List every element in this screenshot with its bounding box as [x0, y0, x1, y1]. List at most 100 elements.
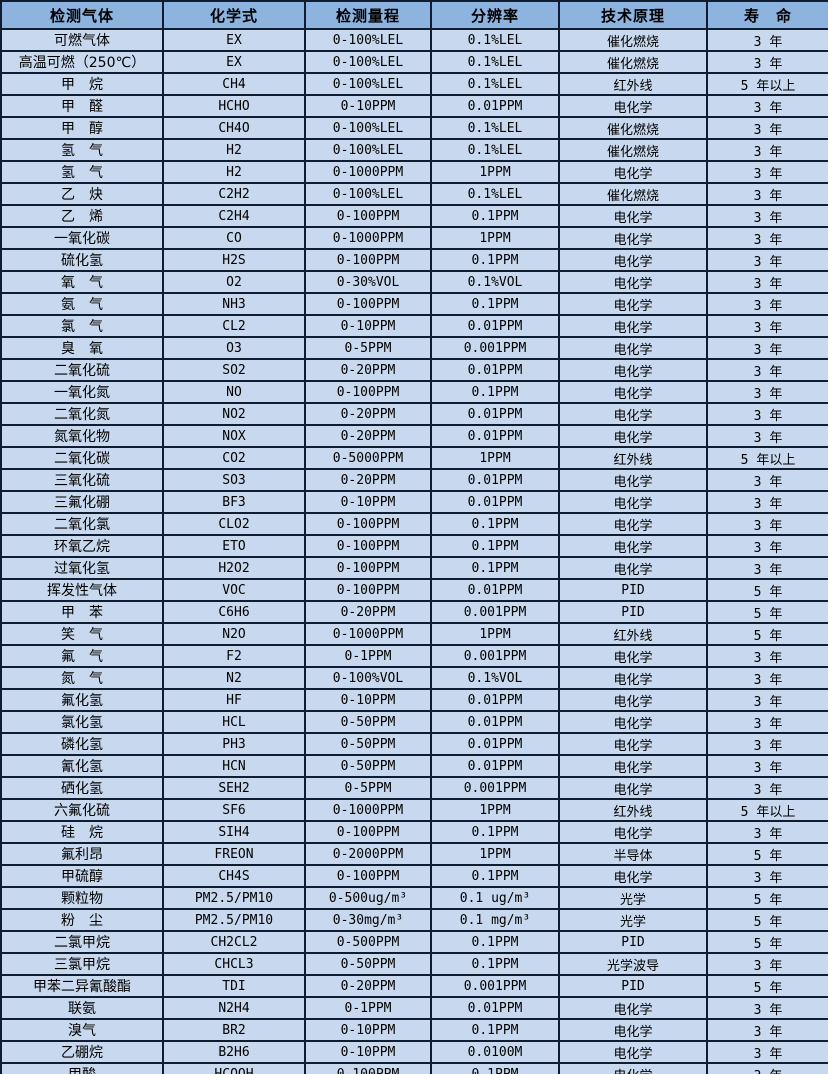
cell-formula: F2 [162, 644, 306, 668]
cell-gas: 氰化氢 [0, 754, 164, 778]
cell-formula: C6H6 [162, 600, 306, 624]
cell-formula: CH4O [162, 116, 306, 140]
table-row: 甲 醇 CH4O 0-100%LEL 0.1%LEL 催化燃烧 3 年 [0, 116, 828, 140]
cell-lifespan: 3 年 [706, 1018, 828, 1042]
cell-range: 0-1000PPM [304, 226, 432, 250]
cell-formula: C2H2 [162, 182, 306, 206]
cell-principle: 催化燃烧 [558, 50, 708, 74]
table-row: 挥发性气体 VOC 0-100PPM 0.01PPM PID 5 年 [0, 578, 828, 602]
cell-gas: 笑 气 [0, 622, 164, 646]
cell-lifespan: 3 年 [706, 358, 828, 382]
table-row: 可燃气体 EX 0-100%LEL 0.1%LEL 催化燃烧 3 年 [0, 28, 828, 52]
cell-principle: PID [558, 578, 708, 602]
cell-lifespan: 3 年 [706, 1040, 828, 1064]
cell-formula: N2O [162, 622, 306, 646]
cell-formula: N2 [162, 666, 306, 690]
table-row: 三氧化硫 SO3 0-20PPM 0.01PPM 电化学 3 年 [0, 468, 828, 492]
cell-formula: CO2 [162, 446, 306, 470]
cell-lifespan: 3 年 [706, 226, 828, 250]
cell-lifespan: 3 年 [706, 820, 828, 844]
cell-resolution: 0.1PPM [430, 380, 560, 404]
cell-lifespan: 3 年 [706, 688, 828, 712]
cell-principle: 电化学 [558, 490, 708, 514]
cell-principle: 电化学 [558, 710, 708, 734]
table-row: 氰化氢 HCN 0-50PPM 0.01PPM 电化学 3 年 [0, 754, 828, 778]
cell-lifespan: 3 年 [706, 666, 828, 690]
cell-principle: 电化学 [558, 820, 708, 844]
cell-range: 0-100PPM [304, 820, 432, 844]
table-row: 联氨 N2H4 0-1PPM 0.01PPM 电化学 3 年 [0, 996, 828, 1020]
cell-lifespan: 3 年 [706, 116, 828, 140]
cell-formula: CLO2 [162, 512, 306, 536]
cell-lifespan: 5 年 [706, 622, 828, 646]
cell-principle: 电化学 [558, 1018, 708, 1042]
cell-resolution: 0.1PPM [430, 556, 560, 580]
cell-resolution: 0.01PPM [430, 94, 560, 118]
cell-lifespan: 5 年 [706, 908, 828, 932]
cell-principle: 红外线 [558, 798, 708, 822]
table-body: 可燃气体 EX 0-100%LEL 0.1%LEL 催化燃烧 3 年高温可燃（250℃） E… [0, 28, 828, 1074]
cell-principle: 红外线 [558, 622, 708, 646]
cell-gas: 氢 气 [0, 138, 164, 162]
cell-formula: BF3 [162, 490, 306, 514]
table-row: 氯 气 CL2 0-10PPM 0.01PPM 电化学 3 年 [0, 314, 828, 338]
cell-gas: 乙硼烷 [0, 1040, 164, 1064]
cell-range: 0-10PPM [304, 490, 432, 514]
cell-principle: 催化燃烧 [558, 28, 708, 52]
table-row: 三氯甲烷 CHCL3 0-50PPM 0.1PPM 光学波导 3 年 [0, 952, 828, 976]
cell-range: 0-5PPM [304, 336, 432, 360]
cell-lifespan: 3 年 [706, 138, 828, 162]
cell-formula: HCOOH [162, 1062, 306, 1074]
cell-range: 0-20PPM [304, 600, 432, 624]
table-row: 甲苯二异氰酸酯 TDI 0-20PPM 0.001PPM PID 5 年 [0, 974, 828, 998]
cell-range: 0-1000PPM [304, 798, 432, 822]
cell-lifespan: 3 年 [706, 28, 828, 52]
cell-formula: SO3 [162, 468, 306, 492]
column-header-resolution: 分辨率 [430, 0, 560, 30]
cell-formula: CH2CL2 [162, 930, 306, 954]
cell-lifespan: 3 年 [706, 182, 828, 206]
cell-principle: 电化学 [558, 644, 708, 668]
cell-lifespan: 5 年 [706, 600, 828, 624]
cell-formula: B2H6 [162, 1040, 306, 1064]
cell-range: 0-30%VOL [304, 270, 432, 294]
cell-resolution: 1PPM [430, 842, 560, 866]
cell-resolution: 0.01PPM [430, 468, 560, 492]
cell-lifespan: 3 年 [706, 402, 828, 426]
cell-resolution: 1PPM [430, 446, 560, 470]
cell-gas: 乙 炔 [0, 182, 164, 206]
cell-gas: 二氧化硫 [0, 358, 164, 382]
cell-resolution: 1PPM [430, 798, 560, 822]
cell-lifespan: 5 年 [706, 578, 828, 602]
cell-gas: 六氟化硫 [0, 798, 164, 822]
cell-gas: 甲酸 [0, 1062, 164, 1074]
cell-formula: H2 [162, 160, 306, 184]
cell-lifespan: 5 年 [706, 886, 828, 910]
cell-principle: 电化学 [558, 556, 708, 580]
cell-resolution: 0.1%LEL [430, 50, 560, 74]
cell-range: 0-100%LEL [304, 138, 432, 162]
cell-resolution: 0.1%LEL [430, 28, 560, 52]
table-row: 硅 烷 SIH4 0-100PPM 0.1PPM 电化学 3 年 [0, 820, 828, 844]
cell-resolution: 1PPM [430, 622, 560, 646]
cell-resolution: 1PPM [430, 226, 560, 250]
table-row: 氨 气 NH3 0-100PPM 0.1PPM 电化学 3 年 [0, 292, 828, 316]
table-row: 氟利昂 FREON 0-2000PPM 1PPM 半导体 5 年 [0, 842, 828, 866]
cell-resolution: 0.1PPM [430, 930, 560, 954]
cell-range: 0-50PPM [304, 952, 432, 976]
cell-resolution: 0.1%LEL [430, 182, 560, 206]
cell-formula: C2H4 [162, 204, 306, 228]
cell-formula: NH3 [162, 292, 306, 316]
cell-lifespan: 3 年 [706, 94, 828, 118]
table-row: 氢 气 H2 0-1000PPM 1PPM 电化学 3 年 [0, 160, 828, 184]
cell-range: 0-500PPM [304, 930, 432, 954]
table-row: 二氧化碳 CO2 0-5000PPM 1PPM 红外线 5 年以上 [0, 446, 828, 470]
cell-principle: 电化学 [558, 248, 708, 272]
table-row: 一氧化氮 NO 0-100PPM 0.1PPM 电化学 3 年 [0, 380, 828, 404]
cell-principle: 电化学 [558, 776, 708, 800]
cell-gas: 甲 醇 [0, 116, 164, 140]
cell-resolution: 0.01PPM [430, 710, 560, 734]
cell-formula: CH4 [162, 72, 306, 96]
